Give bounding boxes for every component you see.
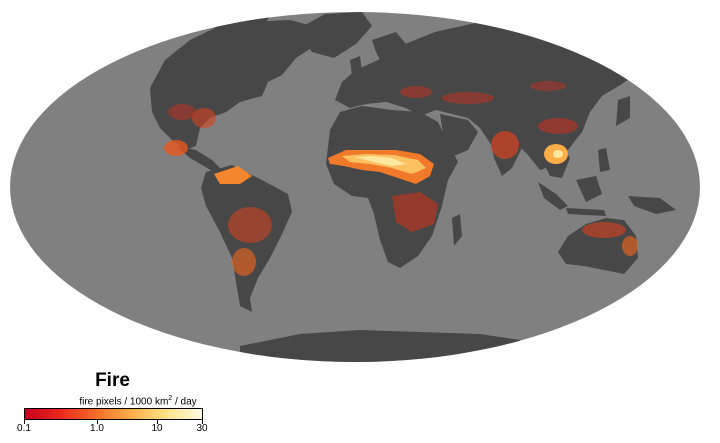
fire-cerrado [228, 207, 272, 243]
fire-sahel-bright [354, 156, 406, 166]
land-java [566, 208, 606, 216]
fire-chaco [232, 248, 256, 276]
fire-indochina-core [553, 150, 563, 158]
landmasses [150, 12, 676, 362]
legend-tick-label: 10 [151, 423, 163, 434]
legend-tick-mark [157, 420, 158, 424]
legend-tick-mark [97, 420, 98, 424]
fire-eastern-europe [400, 86, 432, 98]
legend-tick-label: 1.0 [90, 423, 104, 434]
land-borneo [576, 176, 602, 202]
land-japan [616, 96, 630, 126]
legend-unit: fire pixels / 1000 km2 / day [58, 395, 218, 407]
legend-unit-sup: 2 [168, 395, 173, 402]
land-greenland [296, 12, 372, 58]
fire-siberia [530, 81, 566, 91]
legend-unit-prefix: fire pixels / 1000 km [79, 396, 169, 408]
fire-eastern-australia [622, 236, 638, 256]
legend-tick-mark [24, 420, 25, 424]
fire-colombia-venezuela [214, 166, 252, 184]
fire-southeast-us [192, 108, 216, 128]
legend-unit-suffix: / day [172, 396, 197, 408]
fire-mexico [164, 140, 188, 156]
land-uk [350, 56, 362, 76]
legend-tick-label: 0.1 [17, 423, 31, 434]
fire-india [491, 131, 519, 159]
fire-central-africa [392, 192, 438, 232]
fire-kazakhstan [442, 92, 494, 104]
land-antarctica [240, 330, 530, 362]
land-philippines [598, 148, 610, 172]
fire-northern-australia [582, 222, 626, 238]
land-sumatra [538, 182, 568, 210]
fire-hotspots [164, 81, 638, 276]
land-madagascar [452, 214, 462, 246]
fire-china [538, 118, 578, 134]
land-eurasia [335, 18, 652, 170]
land-central-america [176, 146, 222, 174]
legend-title: Fire [95, 370, 130, 391]
legend-tick-mark [202, 420, 203, 424]
legend-tick-label: 30 [196, 423, 208, 434]
land-scandinavia [372, 32, 406, 64]
fire-central-us [168, 104, 196, 120]
land-africa [326, 106, 458, 268]
land-new-guinea [628, 196, 676, 214]
legend-color-bar [24, 408, 203, 420]
